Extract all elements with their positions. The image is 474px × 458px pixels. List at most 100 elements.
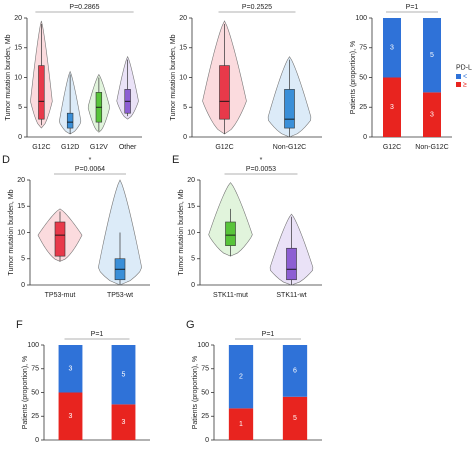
y-tick-label: 20	[17, 177, 25, 184]
y-tick-label: 50	[359, 74, 367, 81]
panel-label: E	[172, 154, 179, 166]
x-tick-label: G12V	[90, 144, 108, 151]
y-tick-label: 10	[179, 74, 187, 81]
panel-label: D	[2, 154, 10, 166]
p-value: P=1	[91, 331, 104, 338]
bar-segment	[58, 392, 83, 440]
bar-segment	[423, 18, 441, 93]
bar-segment	[228, 408, 254, 440]
y-tick-label: 50	[201, 389, 209, 396]
y-tick-label: 10	[187, 229, 195, 236]
p-value: P=1	[262, 331, 275, 338]
y-tick-label: 100	[27, 342, 39, 349]
y-tick-label: 5	[21, 256, 25, 263]
count-label: 1	[239, 421, 243, 428]
p-value: P=0.0064	[75, 166, 105, 173]
bar-segment	[58, 345, 83, 393]
y-tick-label: 0	[191, 282, 195, 289]
significance: *	[89, 157, 92, 164]
y-tick-label: 25	[31, 413, 39, 420]
p-value: P=0.2865	[69, 4, 99, 11]
y-axis-label: Patients (proportion), %	[22, 356, 29, 430]
count-label: 3	[122, 419, 126, 426]
box	[286, 247, 297, 281]
legend-swatch	[456, 74, 461, 79]
bar-segment	[383, 77, 401, 137]
bar-segment	[111, 345, 136, 405]
x-tick-label: TP53-wt	[107, 292, 133, 299]
x-tick-label: G12C	[32, 144, 50, 151]
y-tick-label: 10	[17, 229, 25, 236]
y-tick-label: 0	[363, 134, 367, 141]
x-tick-label: STK11-wt	[276, 292, 306, 299]
box	[225, 221, 236, 246]
x-tick-label: Non-G12C	[415, 144, 448, 151]
y-axis-label: Patients (proportion), %	[192, 356, 199, 430]
box	[38, 65, 45, 120]
count-label: 3	[69, 413, 73, 420]
legend-label: <	[463, 73, 467, 80]
panel-label: G	[186, 319, 195, 331]
p-value: P=0.0053	[246, 166, 276, 173]
count-label: 5	[293, 415, 297, 422]
y-tick-label: 75	[31, 366, 39, 373]
count-label: 3	[69, 366, 73, 373]
y-tick-label: 15	[17, 203, 25, 210]
y-tick-label: 25	[359, 104, 367, 111]
y-tick-label: 15	[179, 45, 187, 52]
y-tick-label: 0	[35, 437, 39, 444]
count-label: 6	[293, 368, 297, 375]
legend-title: PD-L	[456, 64, 472, 71]
bar-segment	[282, 345, 308, 397]
p-value: P=0.2525	[242, 4, 272, 11]
bar-segment	[282, 396, 308, 440]
count-label: 2	[239, 374, 243, 381]
y-tick-label: 5	[183, 104, 187, 111]
y-axis-label: Tumor mutation burden, Mb	[178, 189, 185, 275]
x-tick-label: STK11-mut	[213, 292, 248, 299]
y-tick-label: 0	[18, 134, 22, 141]
count-label: 3	[430, 112, 434, 119]
count-label: 5	[430, 52, 434, 59]
y-axis-label: Patients (proportion), %	[350, 41, 357, 115]
y-tick-label: 0	[21, 282, 25, 289]
box	[219, 65, 230, 120]
count-label: 3	[390, 45, 394, 52]
y-axis-label: Tumor mutation burden, Mb	[5, 34, 12, 120]
count-label: 3	[390, 104, 394, 111]
legend-label: ≥	[463, 81, 467, 88]
count-label: 5	[122, 372, 126, 379]
box	[54, 221, 66, 257]
y-tick-label: 20	[14, 15, 22, 22]
y-tick-label: 100	[355, 15, 367, 22]
significance: *	[260, 157, 263, 164]
y-tick-label: 0	[183, 134, 187, 141]
y-tick-label: 5	[191, 256, 195, 263]
x-tick-label: TP53-mut	[45, 292, 76, 299]
bar-segment	[228, 345, 254, 409]
bar-segment	[111, 404, 136, 440]
x-tick-label: Other	[119, 144, 137, 151]
y-tick-label: 15	[187, 203, 195, 210]
y-tick-label: 75	[201, 366, 209, 373]
x-tick-label: G12D	[61, 144, 79, 151]
legend-swatch	[456, 82, 461, 87]
box	[66, 112, 74, 129]
y-axis-label: Tumor mutation burden, Mb	[8, 189, 15, 275]
y-tick-label: 25	[201, 413, 209, 420]
bar-segment	[423, 92, 441, 137]
panel-label: F	[16, 319, 23, 331]
y-tick-label: 15	[14, 45, 22, 52]
y-tick-label: 0	[205, 437, 209, 444]
y-tick-label: 20	[179, 15, 187, 22]
bar-segment	[383, 18, 401, 78]
box	[284, 89, 295, 129]
p-value: P=1	[406, 4, 419, 11]
y-tick-label: 20	[187, 177, 195, 184]
y-tick-label: 5	[18, 104, 22, 111]
y-tick-label: 50	[31, 389, 39, 396]
y-axis-label: Tumor mutation burden, Mb	[170, 34, 177, 120]
y-tick-label: 10	[14, 74, 22, 81]
y-tick-label: 100	[197, 342, 209, 349]
